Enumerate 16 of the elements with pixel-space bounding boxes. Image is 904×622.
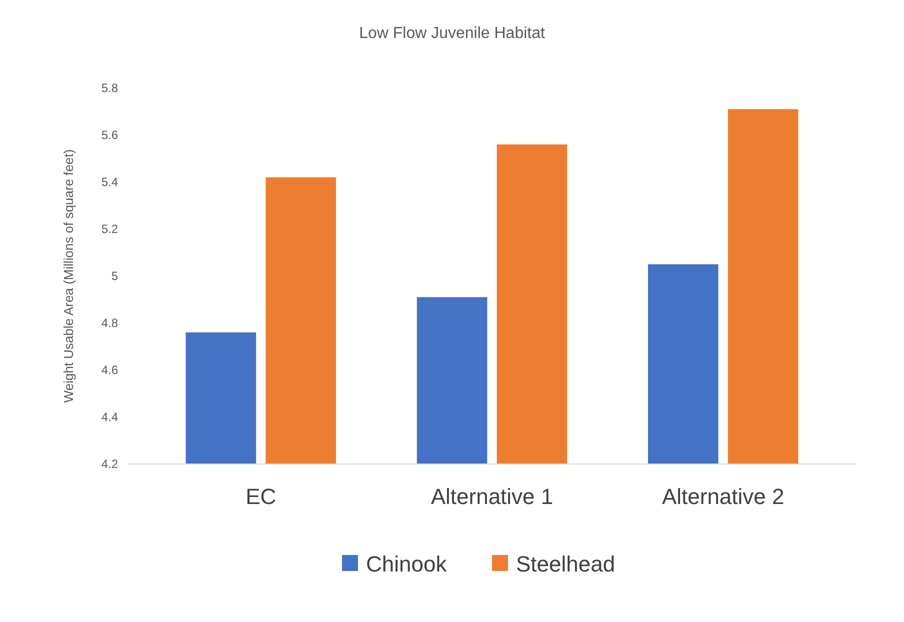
y-tick-label: 5.2 [101,222,118,236]
y-tick-label: 4.2 [101,457,118,472]
legend-label: Chinook [366,552,448,577]
y-tick-label: 5.6 [101,128,118,142]
x-tick-label: Alternative 1 [430,484,554,509]
y-tick-label: 5 [111,269,118,284]
y-tick-label: 4.6 [101,363,118,378]
x-tick-label: Alternative 2 [662,484,784,509]
legend-label: Steelhead [516,552,616,577]
y-axis-title: Weight Usable Area (Millions of square feet) [61,149,76,403]
y-tick-label: 4.8 [101,316,118,330]
chart-title: Low Flow Juvenile Habitat [359,25,546,42]
y-tick-label: 5.8 [101,81,118,96]
y-tick-label: 4.4 [101,410,118,424]
x-tick-label: EC [246,484,276,509]
y-tick-label: 5.4 [101,175,118,190]
